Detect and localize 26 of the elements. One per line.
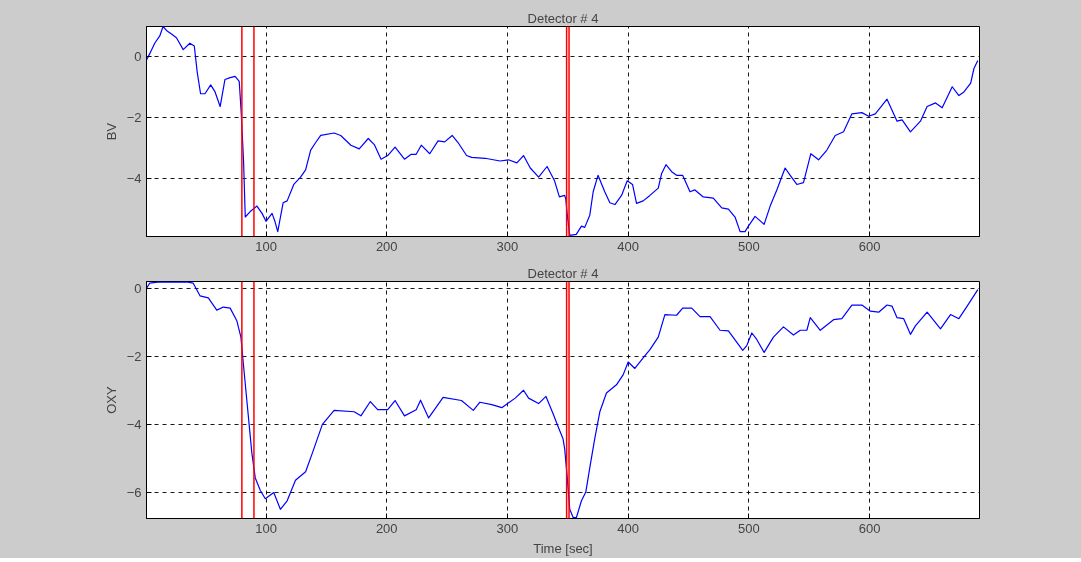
y-tick-label: −6 <box>126 485 142 501</box>
line-series <box>146 26 979 236</box>
y-tick-label: 0 <box>134 49 142 65</box>
y-tick-label: −4 <box>126 417 142 433</box>
x-axis-title: Time [sec] <box>533 540 593 556</box>
x-tick-label: 500 <box>738 238 760 254</box>
y-tick-label: −2 <box>126 110 142 126</box>
x-tick-label: 500 <box>738 520 760 536</box>
x-tick-label: 600 <box>858 238 881 254</box>
x-tick-label: 300 <box>496 520 519 536</box>
x-tick-label: 100 <box>255 520 277 536</box>
chart-title: Detector # 4 <box>527 10 599 26</box>
y-tick-label: −4 <box>126 171 142 187</box>
x-tick-label: 400 <box>617 520 640 536</box>
y-axis-title: BV <box>103 122 119 141</box>
x-tick-label: 400 <box>617 238 640 254</box>
x-tick-label: 200 <box>375 238 398 254</box>
y-tick-label: −2 <box>126 349 142 365</box>
x-tick-label: 300 <box>496 238 519 254</box>
y-axis-title: OXY <box>103 385 119 414</box>
line-series <box>146 281 979 519</box>
x-tick-label: 600 <box>858 520 881 536</box>
chart-title: Detector # 4 <box>527 265 599 281</box>
x-tick-label: 200 <box>375 520 398 536</box>
x-tick-label: 100 <box>255 238 277 254</box>
y-tick-label: 0 <box>134 280 142 296</box>
